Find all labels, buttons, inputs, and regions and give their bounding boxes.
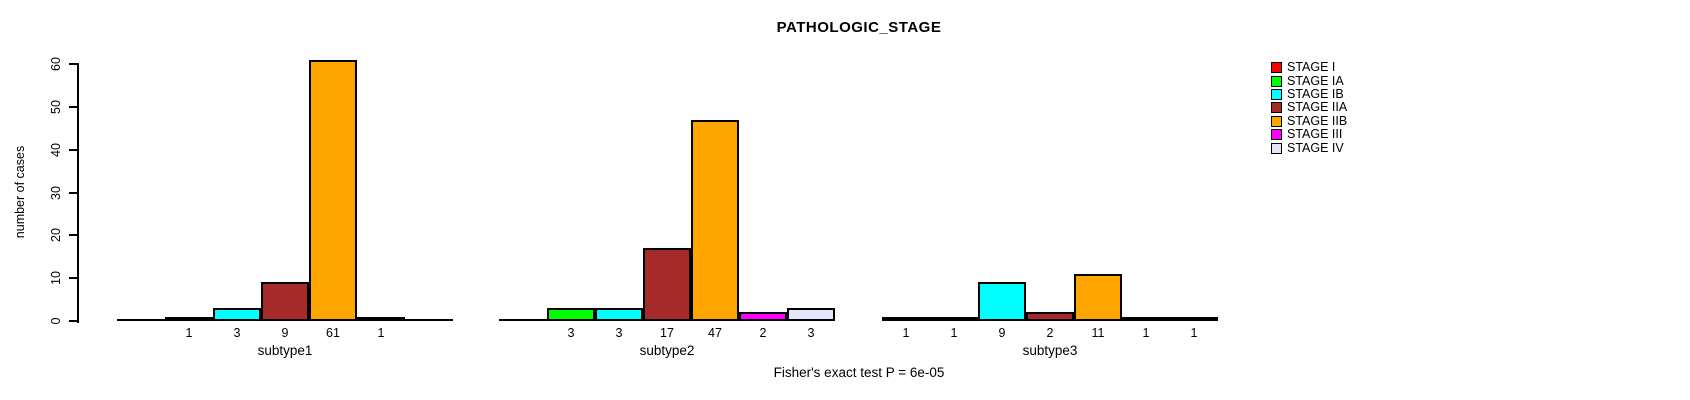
legend-label: STAGE IIA xyxy=(1287,100,1348,115)
bar xyxy=(309,60,357,321)
bar-value-label: 2 xyxy=(1046,326,1054,340)
bar xyxy=(261,282,309,321)
y-axis-tick-label: 10 xyxy=(49,271,63,286)
legend-swatch xyxy=(1271,142,1282,154)
group-label: subtype2 xyxy=(639,343,695,358)
bar-value-label: 11 xyxy=(1091,326,1105,340)
bar xyxy=(882,317,930,321)
legend-label: STAGE IB xyxy=(1287,86,1344,101)
legend-label: STAGE I xyxy=(1287,60,1336,75)
legend-swatch xyxy=(1271,62,1282,74)
bar xyxy=(691,120,739,321)
group-label: subtype3 xyxy=(1022,343,1078,358)
legend-label: STAGE IV xyxy=(1287,140,1344,155)
y-axis-tick xyxy=(69,148,77,151)
legend-item: STAGE IIA xyxy=(1271,101,1347,114)
bar-zero-baseline xyxy=(117,319,165,321)
legend-swatch xyxy=(1271,88,1282,100)
legend-item: STAGE IA xyxy=(1271,74,1347,87)
bar xyxy=(357,317,405,321)
legend-item: STAGE IV xyxy=(1271,141,1347,154)
bar-value-label: 2 xyxy=(759,326,767,340)
legend-swatch xyxy=(1271,129,1282,141)
legend-item: STAGE III xyxy=(1271,128,1347,141)
group-label: subtype1 xyxy=(257,343,313,358)
bar-value-label: 1 xyxy=(1142,326,1150,340)
legend: STAGE I STAGE IA STAGE IB STAGE IIA STAGE II… xyxy=(1271,61,1347,155)
bar xyxy=(1122,317,1170,321)
bar xyxy=(595,308,643,321)
legend-swatch xyxy=(1271,115,1282,127)
legend-swatch xyxy=(1271,75,1282,87)
legend-item: STAGE IIB xyxy=(1271,113,1348,128)
y-axis-tick xyxy=(69,277,77,280)
bar-value-label: 3 xyxy=(233,326,241,340)
bar-value-label: 3 xyxy=(567,326,575,340)
bar xyxy=(930,317,978,321)
bar-value-label: 17 xyxy=(660,326,674,340)
legend-item: STAGE IB xyxy=(1271,86,1347,101)
y-axis-tick xyxy=(69,234,77,237)
y-axis-tick-label: 60 xyxy=(49,57,63,71)
y-axis-line xyxy=(77,63,79,323)
bar-value-label: 61 xyxy=(326,326,340,340)
bar-zero-baseline xyxy=(499,319,547,321)
bar xyxy=(213,308,261,321)
y-axis-tick-label: 50 xyxy=(49,99,63,114)
y-axis-tick xyxy=(69,191,77,194)
stat-annotation: Fisher's exact test P = 6e-05 xyxy=(773,365,945,380)
bar-value-label: 47 xyxy=(708,326,722,340)
bar-value-label: 1 xyxy=(377,326,385,340)
legend-item: STAGE I xyxy=(1271,61,1347,74)
y-axis-tick xyxy=(69,105,77,108)
bar-value-label: 9 xyxy=(281,326,289,340)
bar-value-label: 9 xyxy=(998,326,1006,340)
y-axis-tick-label: 40 xyxy=(49,142,63,157)
y-axis-tick-label: 20 xyxy=(49,228,63,243)
y-axis-tick xyxy=(69,320,77,322)
y-axis-tick-label: 0 xyxy=(49,317,63,325)
legend-label: STAGE III xyxy=(1287,127,1343,142)
bar xyxy=(1170,317,1218,321)
bar-value-label: 1 xyxy=(902,326,910,340)
legend-label: STAGE IIB xyxy=(1287,113,1348,128)
bar-value-label: 1 xyxy=(950,326,958,340)
bar-value-label: 1 xyxy=(185,326,193,340)
bar xyxy=(547,308,595,321)
bar xyxy=(978,282,1026,321)
bar-value-label: 1 xyxy=(1190,326,1198,340)
bar xyxy=(165,317,213,321)
bar-value-label: 3 xyxy=(807,326,815,340)
bar-zero-baseline xyxy=(405,319,453,321)
y-axis-tick xyxy=(69,63,77,65)
bar xyxy=(1026,312,1074,321)
legend-swatch xyxy=(1271,102,1282,114)
bar xyxy=(643,248,691,321)
chart-title: PATHOLOGIC_STAGE xyxy=(776,19,942,36)
bar xyxy=(787,308,835,321)
legend-label: STAGE IA xyxy=(1287,73,1344,88)
bar xyxy=(739,312,787,321)
y-axis-tick-label: 30 xyxy=(49,185,63,200)
bar-value-label: 3 xyxy=(615,326,623,340)
bar xyxy=(1074,274,1122,321)
